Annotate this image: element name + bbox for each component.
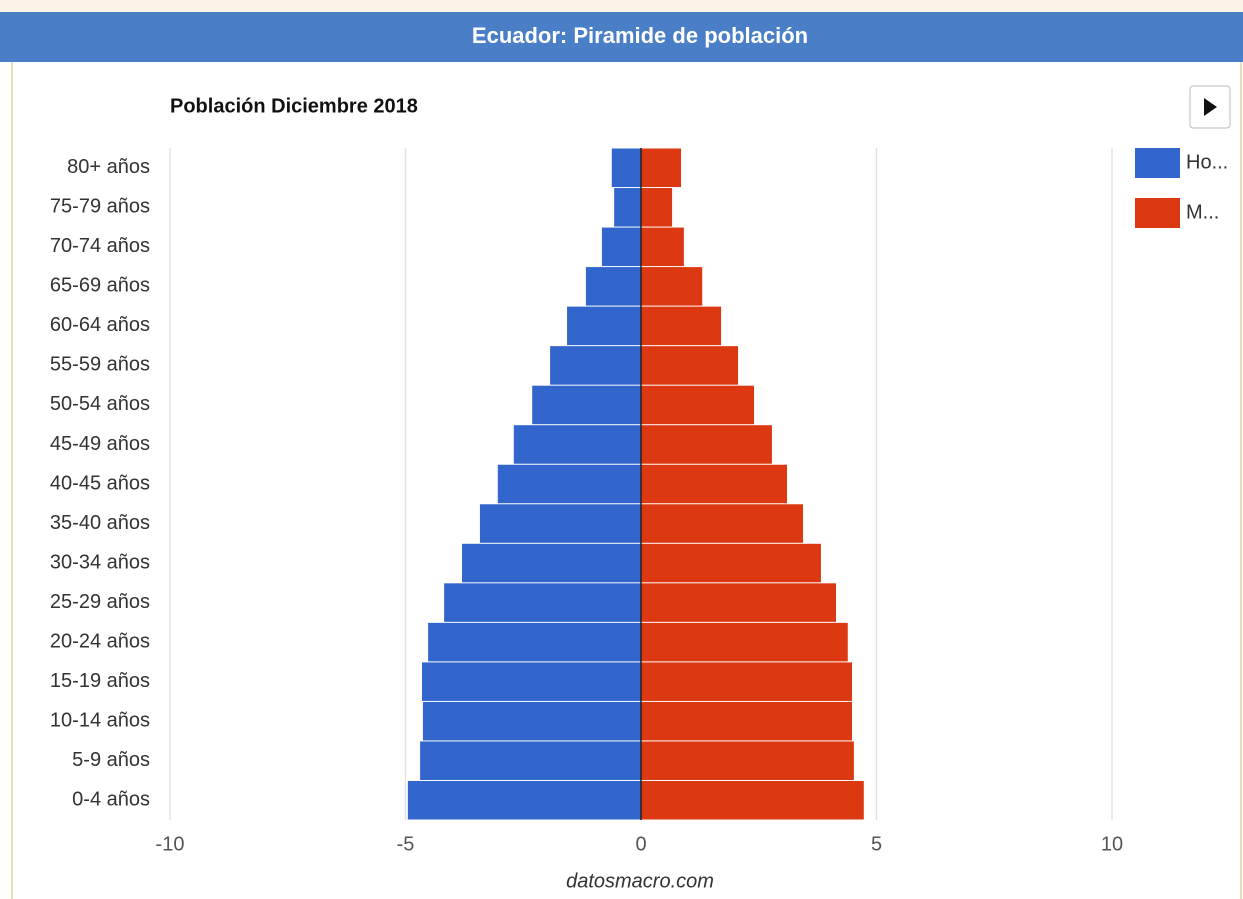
- bar: [585, 267, 641, 306]
- bar: [422, 701, 641, 741]
- bar: [444, 583, 641, 622]
- bar: [567, 306, 641, 346]
- bar: [641, 622, 848, 662]
- bar: [641, 780, 864, 820]
- bar: [421, 662, 641, 701]
- y-tick-label: 40-45 años: [50, 472, 150, 494]
- play-button[interactable]: [1189, 85, 1231, 129]
- y-tick-label: 55-59 años: [50, 354, 150, 376]
- bar: [641, 701, 853, 741]
- bar: [550, 346, 641, 385]
- x-tick-label: 5: [871, 833, 882, 855]
- bar: [479, 504, 641, 543]
- y-tick-label: 75-79 años: [50, 196, 150, 218]
- bar: [641, 346, 739, 385]
- y-tick-label: 80+ años: [67, 156, 150, 178]
- top-strip: [0, 0, 1243, 12]
- x-tick-label: 0: [635, 833, 646, 855]
- bar: [641, 188, 673, 227]
- bar: [641, 306, 722, 346]
- y-tick-label: 45-49 años: [50, 433, 150, 455]
- source-label: datosmacro.com: [566, 870, 714, 892]
- bar: [641, 148, 682, 188]
- legend-swatch: [1135, 148, 1180, 178]
- bar: [611, 148, 641, 188]
- bar: [641, 464, 788, 504]
- bar: [641, 385, 755, 425]
- legend-label: M...: [1186, 201, 1219, 223]
- x-tick-label: -10: [156, 833, 185, 855]
- bar: [497, 464, 641, 504]
- header-bar: [0, 12, 1243, 62]
- bar: [641, 741, 854, 780]
- y-tick-label: 50-54 años: [50, 393, 150, 415]
- y-tick-label: 5-9 años: [72, 749, 150, 771]
- plot-area: [169, 148, 1113, 820]
- bar: [641, 504, 804, 543]
- bar: [513, 425, 641, 464]
- bar: [462, 543, 641, 583]
- bar: [532, 385, 641, 425]
- y-tick-label: 25-29 años: [50, 591, 150, 613]
- legend-label: Ho...: [1186, 151, 1228, 173]
- bar: [601, 227, 641, 267]
- bar: [641, 227, 684, 267]
- y-tick-label: 65-69 años: [50, 275, 150, 297]
- y-tick-label: 0-4 años: [72, 789, 150, 811]
- y-tick-label: 35-40 años: [50, 512, 150, 534]
- x-tick-label: 10: [1101, 833, 1123, 855]
- bar: [428, 622, 641, 662]
- y-tick-label: 20-24 años: [50, 630, 150, 652]
- y-tick-label: 15-19 años: [50, 670, 150, 692]
- x-tick-label: -5: [397, 833, 415, 855]
- y-tick-label: 30-34 años: [50, 551, 150, 573]
- bar: [641, 543, 821, 583]
- bar: [641, 267, 703, 306]
- bar: [641, 425, 772, 464]
- chart-title: Ecuador: Piramide de población: [472, 23, 808, 48]
- play-icon[interactable]: [1204, 98, 1217, 116]
- bar: [614, 188, 641, 227]
- y-tick-label: 70-74 años: [50, 235, 150, 257]
- chart-subtitle: Población Diciembre 2018: [170, 95, 418, 117]
- bar: [641, 583, 836, 622]
- bar: [420, 741, 641, 780]
- y-tick-label: 10-14 años: [50, 709, 150, 731]
- bar: [641, 662, 853, 701]
- bar: [407, 780, 641, 820]
- y-tick-label: 60-64 años: [50, 314, 150, 336]
- legend-swatch: [1135, 198, 1180, 228]
